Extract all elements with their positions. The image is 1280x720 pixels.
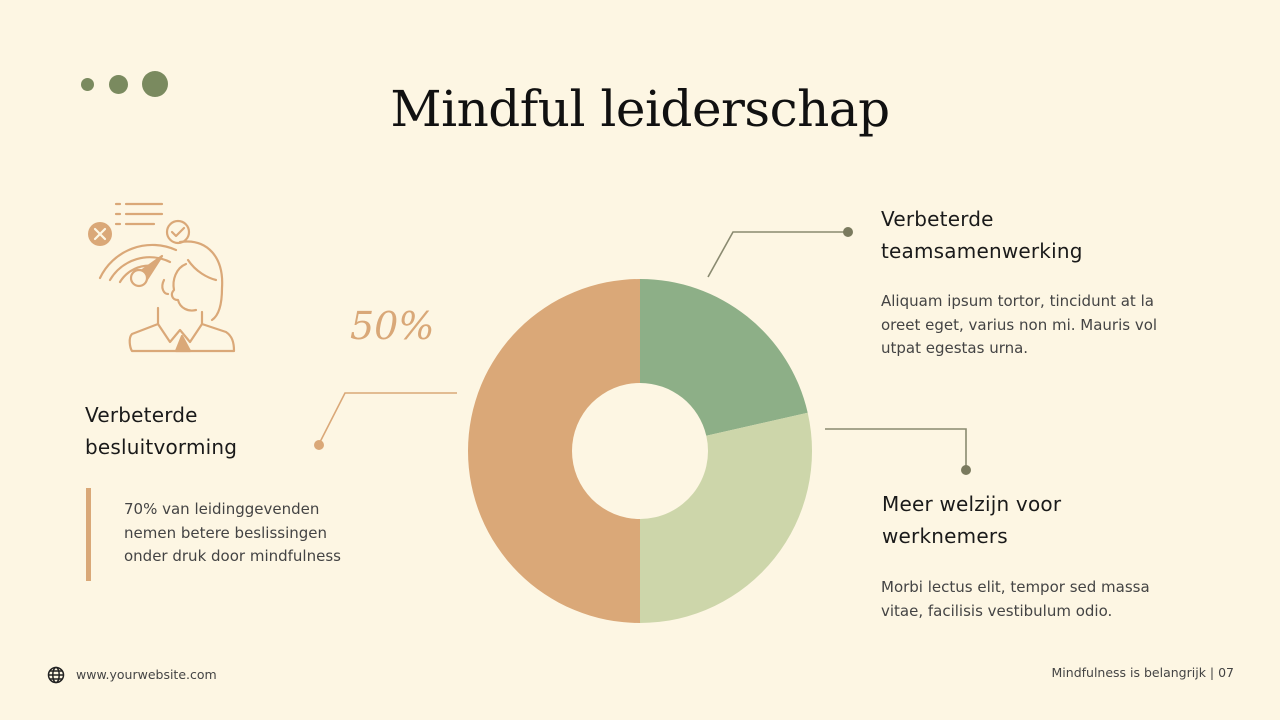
heading-line: Meer welzijn voor: [882, 492, 1062, 516]
heading-line: besluitvorming: [85, 435, 238, 459]
percent-label: 50%: [350, 304, 435, 348]
body-line: Morbi lectus elit, tempor sed massa: [881, 578, 1150, 596]
heading-besluitvorming: Verbeterde besluitvorming: [85, 399, 237, 463]
quote-text: 70% van leidinggevenden nemen betere bes…: [124, 498, 341, 569]
slice-besluitvorming: [468, 279, 640, 623]
body-line: vitae, facilisis vestibulum odio.: [881, 601, 1113, 620]
body-line: utpat egestas urna.: [881, 339, 1029, 357]
globe-icon: [47, 666, 65, 684]
leader-decision-icon: [88, 202, 236, 353]
connector-left: [318, 392, 457, 445]
heading-line: teamsamenwerking: [881, 239, 1083, 263]
page-title: Mindful leiderschap: [390, 80, 890, 138]
welzijn-description: Morbi lectus elit, tempor sed massa vita…: [881, 576, 1150, 623]
slice-welzijn: [640, 412, 813, 623]
decor-dot-medium: [109, 75, 128, 94]
connector-top-right: [707, 231, 847, 278]
heading-line: werknemers: [882, 524, 1008, 548]
body-line: Aliquam ipsum tortor, tincidunt at la: [881, 292, 1154, 310]
connector-top-right-dot: [843, 227, 853, 237]
heading-teamsamenwerking: Verbeterde teamsamenwerking: [881, 203, 1083, 267]
heading-line: Verbeterde: [85, 403, 198, 427]
connector-left-dot: [314, 440, 324, 450]
heading-welzijn: Meer welzijn voor werknemers: [882, 488, 1061, 552]
connector-bottom-right: [825, 428, 967, 468]
teamsamenwerking-description: Aliquam ipsum tortor, tincidunt at la or…: [881, 290, 1157, 361]
heading-line: Verbeterde: [881, 207, 994, 231]
website-link[interactable]: www.yourwebsite.com: [76, 667, 217, 682]
quote-line: nemen betere beslissingen: [124, 523, 328, 542]
decor-dot-small: [81, 78, 94, 91]
quote-line: 70% van leidinggevenden: [124, 500, 320, 518]
connector-bottom-right-dot: [961, 465, 971, 475]
quote-accent-bar: [86, 488, 91, 581]
page-label: Mindfulness is belangrijk | 07: [1051, 665, 1234, 680]
body-line: oreet eget, varius non mi. Mauris vol: [881, 315, 1158, 334]
slice-teamsamenwerking: [640, 279, 808, 436]
quote-line: onder druk door mindfulness: [124, 547, 341, 565]
decor-dot-large: [142, 71, 168, 97]
